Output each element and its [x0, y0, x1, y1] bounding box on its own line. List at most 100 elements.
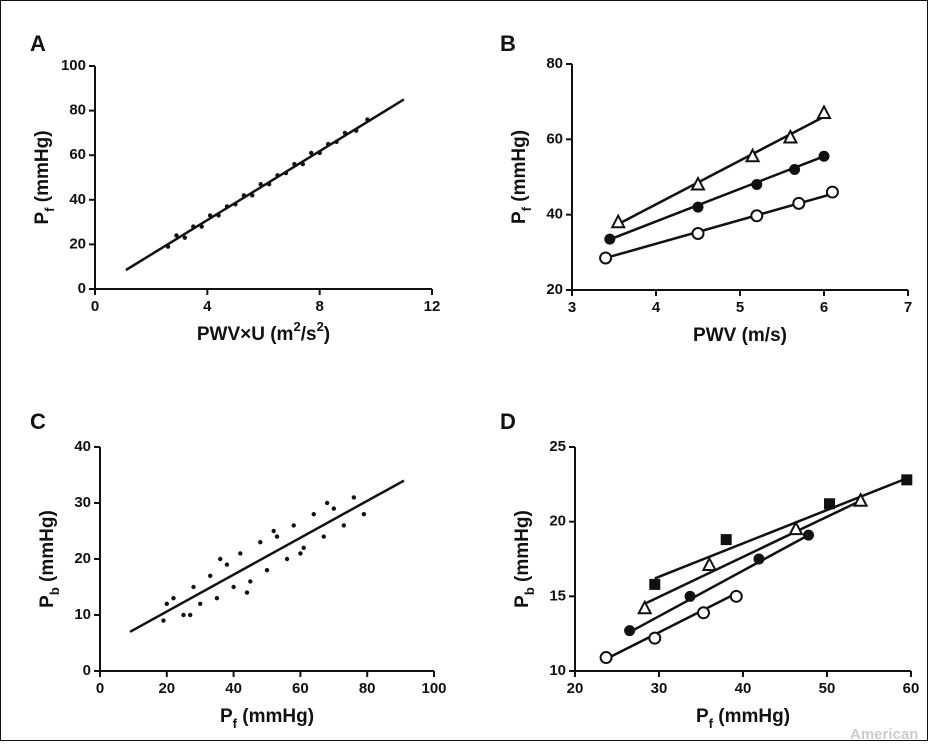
y-tick-label: 20 — [549, 513, 566, 530]
point — [818, 150, 830, 162]
x-axis-label-part: PWV (m/s) — [693, 325, 787, 346]
x-tick-label: 60 — [903, 680, 920, 697]
y-axis-label: Pb (mmHg) — [37, 510, 62, 608]
point — [604, 233, 616, 245]
point — [341, 523, 347, 528]
x-axis-label-part: /s — [301, 324, 317, 345]
y-tick-label: 40 — [546, 206, 563, 223]
point — [624, 625, 636, 637]
x-axis-label-part: (mmHg) — [713, 706, 790, 727]
point — [224, 562, 230, 567]
panel-label: C — [30, 409, 46, 434]
point — [187, 612, 193, 618]
fit-line — [644, 499, 862, 605]
point — [816, 104, 832, 119]
fit-line — [605, 592, 737, 661]
x-axis-label-part: P — [696, 706, 709, 727]
point — [691, 227, 705, 240]
y-axis-label-part: (mmHg) — [512, 510, 533, 587]
point — [789, 163, 801, 175]
x-tick-label: 6 — [820, 299, 828, 316]
y-axis-label-part: P — [512, 595, 533, 608]
x-tick-label: 8 — [315, 298, 323, 315]
x-axis-label-part: PWV×U (m — [197, 324, 294, 345]
x-tick-label: 80 — [359, 680, 376, 697]
x-axis-label: PWV (m/s) — [693, 325, 787, 346]
x-tick-label: 40 — [735, 680, 752, 697]
point — [301, 545, 306, 550]
point — [720, 534, 732, 546]
fit-line — [654, 477, 908, 580]
point — [803, 529, 815, 541]
point — [264, 568, 270, 573]
x-tick-label: 4 — [652, 299, 661, 316]
point — [191, 584, 196, 590]
point — [271, 528, 276, 534]
point — [182, 235, 188, 240]
point — [284, 556, 290, 562]
x-axis-label: Pf (mmHg) — [220, 706, 314, 731]
fit-line — [629, 534, 810, 634]
y-tick-label: 20 — [74, 550, 91, 567]
point — [351, 495, 357, 500]
x-axis-label-part: P — [220, 706, 233, 727]
x-axis-label-part: f — [709, 716, 714, 731]
point — [174, 233, 179, 238]
point — [690, 175, 706, 191]
x-tick-label: 4 — [203, 298, 212, 315]
y-axis-label-part: P — [32, 212, 53, 225]
x-tick-label: 60 — [292, 680, 309, 697]
y-axis-label-part: f — [519, 206, 534, 211]
point — [744, 147, 761, 163]
x-tick-label: 40 — [225, 680, 242, 697]
y-axis-label: Pf (mmHg) — [509, 130, 534, 224]
x-axis-label-part: 2 — [317, 319, 324, 334]
x-tick-label: 0 — [91, 298, 99, 315]
x-axis-label-part: ) — [324, 324, 330, 345]
point — [274, 534, 280, 539]
point — [610, 213, 626, 229]
x-tick-label: 12 — [424, 298, 441, 315]
x-tick-label: 0 — [96, 680, 104, 697]
point — [692, 201, 704, 213]
point — [788, 520, 804, 536]
point — [244, 590, 250, 595]
y-tick-label: 0 — [78, 280, 86, 297]
y-axis-label-part: (mmHg) — [32, 130, 53, 207]
point — [599, 651, 613, 665]
y-tick-label: 40 — [69, 191, 86, 208]
panel-label: A — [30, 31, 46, 56]
point — [729, 589, 743, 603]
point — [298, 551, 303, 556]
x-tick-label: 50 — [819, 680, 836, 697]
point — [164, 601, 169, 606]
y-tick-label: 25 — [549, 438, 566, 455]
point — [291, 523, 296, 528]
x-tick-label: 30 — [651, 680, 668, 697]
y-axis-label-part: (mmHg) — [37, 510, 58, 587]
y-tick-label: 10 — [549, 662, 566, 679]
point — [171, 596, 176, 601]
point — [901, 474, 913, 486]
point — [637, 599, 653, 615]
x-tick-label: 20 — [567, 680, 584, 697]
x-axis-label: PWV×U (m2/s2) — [197, 319, 330, 345]
panel-label: D — [500, 409, 516, 434]
point — [311, 512, 316, 517]
point — [238, 551, 243, 556]
point — [198, 601, 203, 606]
point — [181, 612, 186, 618]
watermark: American — [850, 726, 918, 741]
x-tick-label: 3 — [568, 299, 576, 316]
point — [361, 512, 367, 517]
x-tick-label: 5 — [736, 299, 744, 316]
y-tick-label: 80 — [69, 102, 86, 119]
point — [697, 606, 711, 620]
x-axis-label-part: f — [233, 716, 238, 731]
y-axis-label-part: b — [47, 587, 62, 595]
point — [599, 251, 613, 265]
point — [208, 573, 213, 578]
y-axis-label-part: f — [42, 207, 57, 212]
